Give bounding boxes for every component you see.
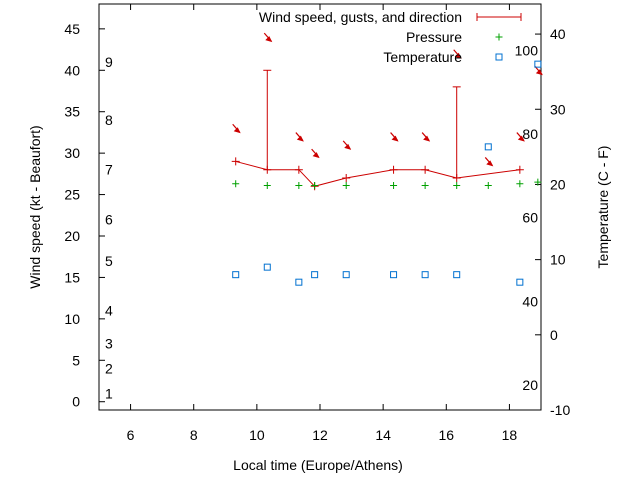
fahrenheit-label: 20 <box>522 377 538 393</box>
x-tick-label: 6 <box>127 427 135 443</box>
legend-label-pressure: Pressure <box>406 29 462 45</box>
pressure-point <box>263 181 271 189</box>
legend-label-temperature: Temperature <box>383 49 462 65</box>
wind-speed-point <box>389 165 398 174</box>
temperature-point <box>311 271 319 279</box>
fahrenheit-label: 40 <box>522 294 538 310</box>
y-tick-label-right: 0 <box>550 327 558 343</box>
y-tick-label-right: 10 <box>550 252 566 268</box>
beaufort-label: 3 <box>105 336 113 352</box>
pressure-point <box>484 181 492 189</box>
temperature-point <box>295 278 303 286</box>
wind-direction-arrow <box>421 132 431 142</box>
fahrenheit-label: 60 <box>522 210 538 226</box>
plot-frame <box>98 3 542 411</box>
temperature-point <box>421 271 429 279</box>
temperature-point <box>342 271 350 279</box>
arrow-head <box>265 36 273 43</box>
temperature-point <box>263 263 271 271</box>
beaufort-label: 1 <box>105 385 113 401</box>
beaufort-label: 7 <box>105 162 113 178</box>
temperature-point <box>453 271 461 279</box>
temperature-point <box>484 143 492 151</box>
y-tick-label-left: 0 <box>72 394 80 410</box>
y-tick-label-right: -10 <box>550 402 570 418</box>
x-tick-label: 18 <box>502 427 518 443</box>
arrow-head <box>233 127 241 134</box>
y-tick-label-left: 30 <box>64 145 80 161</box>
arrow-head <box>517 135 525 142</box>
temperature-point <box>534 60 542 68</box>
legend-label-wind: Wind speed, gusts, and direction <box>259 9 462 25</box>
y-tick-label-right: 30 <box>550 101 566 117</box>
legend-swatch-temperature <box>495 53 503 61</box>
x-tick-label: 10 <box>249 427 265 443</box>
fahrenheit-label: 100 <box>515 43 539 59</box>
beaufort-label: 6 <box>105 211 113 227</box>
wind-speed-point <box>342 174 351 182</box>
x-tick-label: 14 <box>375 427 391 443</box>
fahrenheit-label: 80 <box>522 126 538 142</box>
wind-direction-arrow <box>263 32 273 43</box>
pressure-point <box>534 178 542 186</box>
wind-direction-arrow <box>453 49 462 59</box>
pressure-point <box>295 181 303 189</box>
pressure-point <box>390 181 398 189</box>
arrow-head <box>454 52 462 59</box>
y-tick-label-left: 25 <box>64 187 80 203</box>
wind-speed-point <box>515 165 524 174</box>
wind-direction-arrow <box>342 140 352 150</box>
wind-speed-point <box>231 157 240 166</box>
y-tick-label-right: 20 <box>550 176 566 192</box>
wind-direction-arrow <box>232 123 241 134</box>
pressure-point <box>453 181 461 189</box>
y-axis-label-right: Temperature (C - F) <box>595 146 611 269</box>
wind-speed-line <box>235 160 520 187</box>
wind-speed-point <box>421 165 430 174</box>
y-tick-label-left: 10 <box>64 311 80 327</box>
pressure-point <box>311 181 319 189</box>
temperature-point <box>390 271 398 279</box>
x-axis-label: Local time (Europe/Athens) <box>233 457 403 473</box>
beaufort-label: 8 <box>105 112 113 128</box>
arrow-head <box>312 152 320 159</box>
pressure-point <box>232 180 240 188</box>
beaufort-label: 4 <box>105 303 113 319</box>
x-tick-label: 8 <box>190 427 198 443</box>
y-tick-label-left: 20 <box>64 228 80 244</box>
arrow-head <box>344 143 352 150</box>
beaufort-label: 2 <box>105 361 113 377</box>
arrow-head <box>391 135 399 142</box>
wind-direction-arrow <box>311 148 320 159</box>
arrow-head <box>423 135 431 142</box>
wind-speed-point <box>294 165 303 174</box>
y-tick-label-left: 5 <box>72 352 80 368</box>
y-tick-label-left: 15 <box>64 269 80 285</box>
wind-speed-point <box>452 174 461 182</box>
wind-direction-arrow <box>484 157 494 167</box>
arrow-head <box>535 69 543 76</box>
temperature-point <box>232 271 240 279</box>
y-tick-label-right: 40 <box>550 26 566 42</box>
wind-speed-point <box>263 165 272 174</box>
y-tick-label-left: 35 <box>64 104 80 120</box>
x-tick-label: 16 <box>438 427 454 443</box>
wind-direction-arrow <box>516 132 525 142</box>
pressure-point <box>516 180 524 188</box>
wind-direction-arrow <box>390 132 399 142</box>
beaufort-label: 9 <box>105 54 113 70</box>
beaufort-label: 5 <box>105 253 113 269</box>
y-tick-label-left: 45 <box>64 21 80 37</box>
wind-direction-arrow <box>295 132 304 142</box>
x-tick-label: 12 <box>312 427 328 443</box>
arrow-head <box>486 160 494 167</box>
pressure-point <box>342 181 350 189</box>
arrow-head <box>296 135 304 142</box>
y-tick-label-left: 40 <box>64 62 80 78</box>
temperature-point <box>516 278 524 286</box>
y-axis-label-left: Wind speed (kt - Beaufort) <box>27 125 43 288</box>
legend-swatch-pressure <box>495 33 503 41</box>
pressure-point <box>421 181 429 189</box>
